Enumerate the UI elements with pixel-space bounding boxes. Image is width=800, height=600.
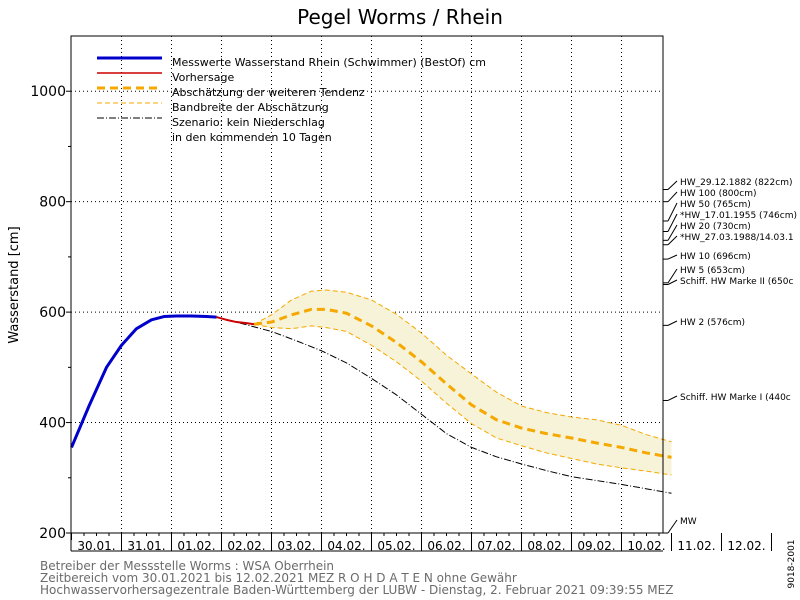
forecast-line [216,316,255,326]
y-tick-label: 600 [39,305,66,321]
legend-label: Szenario: kein Niederschlag [172,116,325,129]
band-area [253,289,672,476]
y-tick-label: 200 [39,526,66,542]
x-tick-label: 11.02. [677,539,715,553]
ref-level-label: HW 10 (696cm) [680,252,751,262]
ref-level-connector [667,191,678,203]
ref-level-connector [667,180,678,190]
ref-level-connector [667,519,678,534]
band-fill [254,290,672,476]
ref-level-connector [667,254,678,260]
y-tick-label: 1000 [30,84,66,100]
legend-label: in den kommenden 10 Tagen [172,131,332,144]
ref-level-label: *HW_27.03.1988/14.03.1 [680,233,794,243]
tendency-line [253,307,672,459]
legend: Messwerte Wasserstand Rhein (Schwimmer) … [97,56,486,144]
legend-label: Vorhersage [172,71,234,84]
band-lower-line [253,323,672,476]
ref-level-label: HW 100 (800cm) [680,189,756,199]
reference-levels: HW_29.12.1882 (822cm)HW 100 (800cm)HW 50… [663,178,797,534]
legend-label: Messwerte Wasserstand Rhein (Schwimmer) … [172,56,486,69]
x-tick-label: 06.02. [427,539,465,553]
x-tick-label: 03.02. [277,539,315,553]
ref-level-connector [667,268,678,284]
y-tick-label: 800 [39,195,66,211]
ref-level-label: HW 5 (653cm) [680,266,745,276]
chart-title: Pegel Worms / Rhein [297,5,503,29]
x-tick-label: 12.02. [727,539,765,553]
ref-level-connector [667,235,678,246]
ref-level-connector [667,279,678,285]
series-lines [70,307,672,494]
ref-level-connector [667,202,678,222]
ref-level-connector [667,224,678,241]
x-tick-label: 02.02. [227,539,265,553]
ref-level-label: HW 2 (576cm) [680,318,745,328]
y-axis: 200 400 600 800 1000 [30,84,71,542]
x-tick-label: 30.01. [77,539,115,553]
ref-level-label: HW 50 (765cm) [680,200,751,210]
ref-level-label: HW 20 (730cm) [680,222,751,232]
x-tick-label: 10.02. [627,539,665,553]
ref-level-label: MW [680,517,697,527]
ref-level-label: Schiff. HW Marke II (650c [680,277,793,287]
y-axis-label: Wasserstand [cm] [7,226,22,343]
x-tick-label: 05.02. [377,539,415,553]
ref-level-label: HW_29.12.1882 (822cm) [680,178,792,188]
x-tick-label: 31.01. [127,539,165,553]
side-code: 9018-2001 [787,539,797,588]
ref-level-connector [667,320,678,326]
x-tick-label: 01.02. [177,539,215,553]
legend-label: Abschätzung der weiteren Tendenz [172,86,365,99]
x-tick-label: 08.02. [527,539,565,553]
measured-line [70,314,217,448]
y-tick-label: 400 [39,416,66,432]
band-upper-line [253,289,672,443]
footer-line-2: Zeitbereich vom 30.01.2021 bis 12.02.202… [40,571,517,585]
x-tick-label: 09.02. [577,539,615,553]
x-axis: 30.01. 31.01. 01.02. 02.02. 03.02. 04.02. 05.0… [70,533,772,553]
ref-level-connector [667,395,678,401]
ref-level-connector [667,213,678,232]
x-tick-label: 04.02. [327,539,365,553]
legend-label: Bandbreite der Abschätzung [172,101,329,114]
ref-level-label: Schiff. HW Marke I (440c [680,393,791,403]
footer-line-3: Hochwasservorhersagezentrale Baden-Württ… [40,583,673,597]
ref-level-label: *HW_17.01.1955 (746cm) [680,211,797,221]
footer-line-1: Betreiber der Messstelle Worms : WSA Obe… [40,559,334,573]
x-tick-label: 07.02. [477,539,515,553]
scenario-line [216,316,672,494]
